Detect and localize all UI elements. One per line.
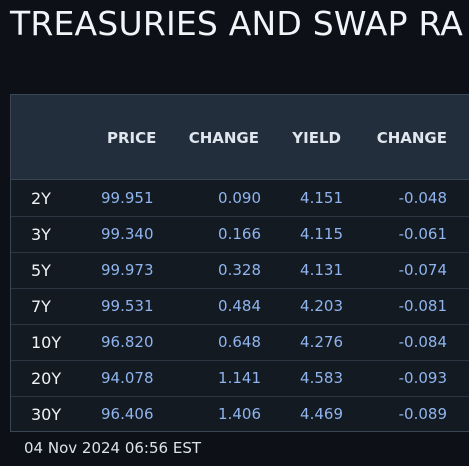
price-change-value: 1.406 [218,405,261,423]
price-change-value: 0.090 [218,189,261,207]
price-value: 99.531 [101,297,154,315]
price-value: 96.406 [101,405,154,423]
table-row[interactable]: 10Y 96.820 0.648 4.276 -0.084 [11,324,469,361]
tenor-label: 20Y [31,369,62,388]
yield-change-value: -0.093 [398,369,447,387]
tenor-label: 2Y [31,189,51,208]
yield-value: 4.203 [300,297,343,315]
price-change-value: 0.484 [218,297,261,315]
price-value: 99.973 [101,261,154,279]
price-change-value: 1.141 [218,369,261,387]
timestamp: 04 Nov 2024 06:56 EST [24,439,201,457]
yield-change-value: -0.081 [398,297,447,315]
header-yield-change: CHANGE [376,129,447,147]
rates-table: PRICE CHANGE YIELD CHANGE 2Y 99.951 0.09… [10,94,469,432]
price-value: 96.820 [101,333,154,351]
header-price: PRICE [107,129,157,147]
table-row[interactable]: 5Y 99.973 0.328 4.131 -0.074 [11,252,469,289]
table-row[interactable]: 3Y 99.340 0.166 4.115 -0.061 [11,216,469,253]
yield-change-value: -0.048 [398,189,447,207]
yield-change-value: -0.089 [398,405,447,423]
yield-change-value: -0.061 [398,225,447,243]
tenor-label: 3Y [31,225,51,244]
table-row[interactable]: 2Y 99.951 0.090 4.151 -0.048 [11,180,469,217]
tenor-label: 7Y [31,297,51,316]
header-yield: YIELD [292,129,341,147]
table-row[interactable]: 30Y 96.406 1.406 4.469 -0.089 [11,396,469,432]
yield-value: 4.583 [300,369,343,387]
table-header: PRICE CHANGE YIELD CHANGE [11,95,469,180]
price-change-value: 0.328 [218,261,261,279]
tenor-label: 10Y [31,333,62,352]
yield-value: 4.469 [300,405,343,423]
yield-value: 4.115 [300,225,343,243]
table-row[interactable]: 20Y 94.078 1.141 4.583 -0.093 [11,360,469,397]
header-change: CHANGE [188,129,259,147]
yield-value: 4.151 [300,189,343,207]
yield-change-value: -0.074 [398,261,447,279]
price-change-value: 0.648 [218,333,261,351]
price-value: 99.340 [101,225,154,243]
page-title: TREASURIES AND SWAP RA [10,4,464,43]
yield-change-value: -0.084 [398,333,447,351]
price-change-value: 0.166 [218,225,261,243]
tenor-label: 5Y [31,261,51,280]
table-row[interactable]: 7Y 99.531 0.484 4.203 -0.081 [11,288,469,325]
price-value: 99.951 [101,189,154,207]
tenor-label: 30Y [31,405,62,424]
price-value: 94.078 [101,369,154,387]
yield-value: 4.276 [300,333,343,351]
yield-value: 4.131 [300,261,343,279]
